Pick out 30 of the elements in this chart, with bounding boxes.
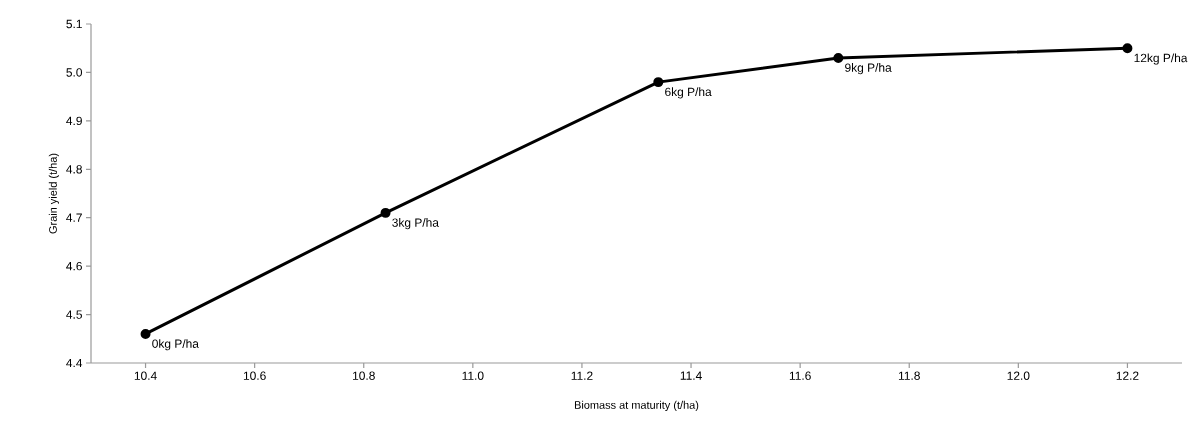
x-axis-title: Biomass at maturity (t/ha): [574, 400, 699, 412]
point: [140, 328, 151, 339]
y-tick-label: 4.7: [66, 213, 82, 222]
x-tick-label: 10.4: [134, 371, 157, 380]
x-tick-label: 11.6: [789, 371, 811, 380]
x-tick-label: 10.8: [353, 371, 375, 380]
annotation: 9kg P/ha: [845, 63, 892, 75]
x-tick-label: 11.0: [462, 371, 484, 380]
point: [833, 52, 844, 63]
y-axis-title: Grain yield (t/ha): [48, 153, 60, 234]
x-tick-label: 11.4: [680, 371, 702, 380]
point: [1122, 43, 1133, 54]
x-tick-label: 11.8: [898, 371, 920, 380]
y-tick-label: 4.9: [66, 116, 82, 126]
x-tick-label: 11.2: [571, 371, 593, 380]
y-tick-label: 4.5: [66, 310, 82, 319]
point: [380, 207, 391, 218]
x-tick-label: 10.6: [243, 371, 266, 380]
annotation: 0kg P/ha: [152, 339, 199, 351]
y-tick-label: 5.1: [66, 19, 82, 29]
y-tick-label: 5.0: [66, 68, 83, 77]
annotation: 12kg P/ha: [1134, 53, 1188, 65]
annotation: 3kg P/ha: [392, 218, 439, 230]
point: [653, 77, 664, 88]
annotation: 6kg P/ha: [665, 87, 712, 99]
y-tick-label: 4.8: [66, 165, 82, 174]
y-tick-label: 4.6: [66, 261, 82, 271]
y-tick-label: 4.4: [66, 358, 83, 368]
x-tick-label: 12.2: [1116, 371, 1139, 380]
x-tick-label: 12.0: [1007, 371, 1030, 380]
